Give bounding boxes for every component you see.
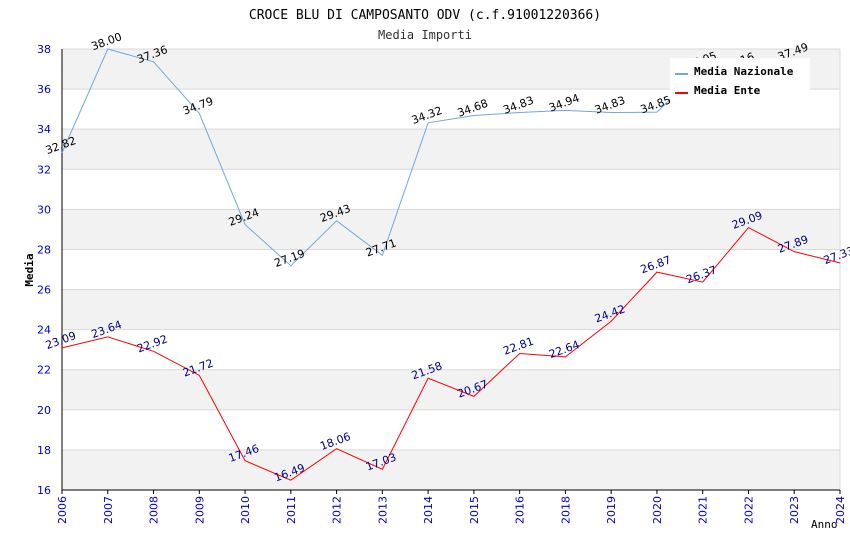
legend-box xyxy=(670,58,810,101)
y-tick-label: 32 xyxy=(37,163,51,176)
x-axis-title: Anno xyxy=(811,518,838,531)
y-tick-label: 36 xyxy=(37,83,51,96)
grid-band xyxy=(62,369,840,410)
x-tick-label: 2009 xyxy=(193,496,206,524)
x-tick-label: 2018 xyxy=(559,496,572,524)
chart-subtitle: Media Importi xyxy=(378,28,472,42)
data-label: 22.92 xyxy=(135,333,169,356)
y-tick-label: 16 xyxy=(37,484,51,497)
x-axis: 2006 2007 2008 2009 2010 2011 2012 2013 2014 2015… xyxy=(56,489,847,524)
y-tick-label: 18 xyxy=(37,444,51,457)
x-tick-label: 2020 xyxy=(651,496,664,524)
y-tick-label: 26 xyxy=(37,284,51,297)
x-tick-label: 2006 xyxy=(56,496,69,524)
x-tick-label: 2015 xyxy=(468,496,481,524)
grid-band xyxy=(62,449,840,490)
x-tick-label: 2016 xyxy=(514,496,527,524)
chart-title: CROCE BLU DI CAMPOSANTO ODV (c.f.9100122… xyxy=(249,8,601,23)
x-tick-label: 2021 xyxy=(697,496,710,524)
y-tick-label: 20 xyxy=(37,404,51,417)
x-tick-label: 2023 xyxy=(788,496,801,524)
data-label: 22.64 xyxy=(547,338,581,361)
y-tick-label: 22 xyxy=(37,364,51,377)
x-tick-label: 2012 xyxy=(331,496,344,524)
data-label: 26.37 xyxy=(684,263,718,286)
x-tick-label: 2011 xyxy=(285,496,298,524)
x-tick-label: 2010 xyxy=(239,496,252,524)
grid-bands xyxy=(62,48,841,491)
x-tick-label: 2024 xyxy=(834,496,847,524)
grid-band xyxy=(62,129,840,170)
data-label: 34.83 xyxy=(501,94,535,117)
x-tick-label: 2008 xyxy=(148,496,161,524)
series-line xyxy=(61,226,841,481)
x-tick-label: 2007 xyxy=(102,496,115,524)
grid-band xyxy=(62,289,840,330)
data-label: 27.19 xyxy=(273,247,307,270)
x-tick-label: 2014 xyxy=(422,496,435,524)
y-axis-title: Media xyxy=(23,253,36,286)
y-tick-label: 30 xyxy=(37,203,51,216)
data-label: 34.85 xyxy=(639,93,673,116)
x-tick-label: 2013 xyxy=(376,496,389,524)
legend: Media Nazionale Media Ente xyxy=(670,58,810,101)
y-tick-label: 28 xyxy=(37,243,51,256)
y-tick-label: 34 xyxy=(37,123,51,136)
legend-label-media-ente: Media Ente xyxy=(694,84,761,97)
legend-label-media-nazionale: Media Nazionale xyxy=(694,65,794,78)
data-label: 34.83 xyxy=(593,94,627,117)
grid-band xyxy=(62,209,840,250)
series-media-ente: 23.09 23.6422.9221.7217.4616.4918.0617.03… xyxy=(44,209,850,485)
data-label: 34.68 xyxy=(456,97,490,120)
x-tick-label: 2022 xyxy=(742,496,755,524)
y-axis: 16 18 20 22 24 26 28 30 32 34 36 38 xyxy=(37,43,63,497)
x-tick-label: 2019 xyxy=(605,496,618,524)
y-tick-label: 24 xyxy=(37,324,51,337)
data-label: 34.32 xyxy=(410,104,444,127)
y-tick-label: 38 xyxy=(37,43,51,56)
